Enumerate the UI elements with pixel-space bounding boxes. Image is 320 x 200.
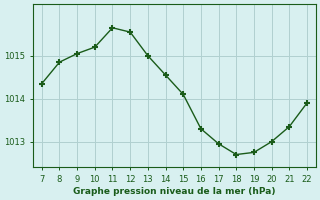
X-axis label: Graphe pression niveau de la mer (hPa): Graphe pression niveau de la mer (hPa) bbox=[73, 187, 276, 196]
